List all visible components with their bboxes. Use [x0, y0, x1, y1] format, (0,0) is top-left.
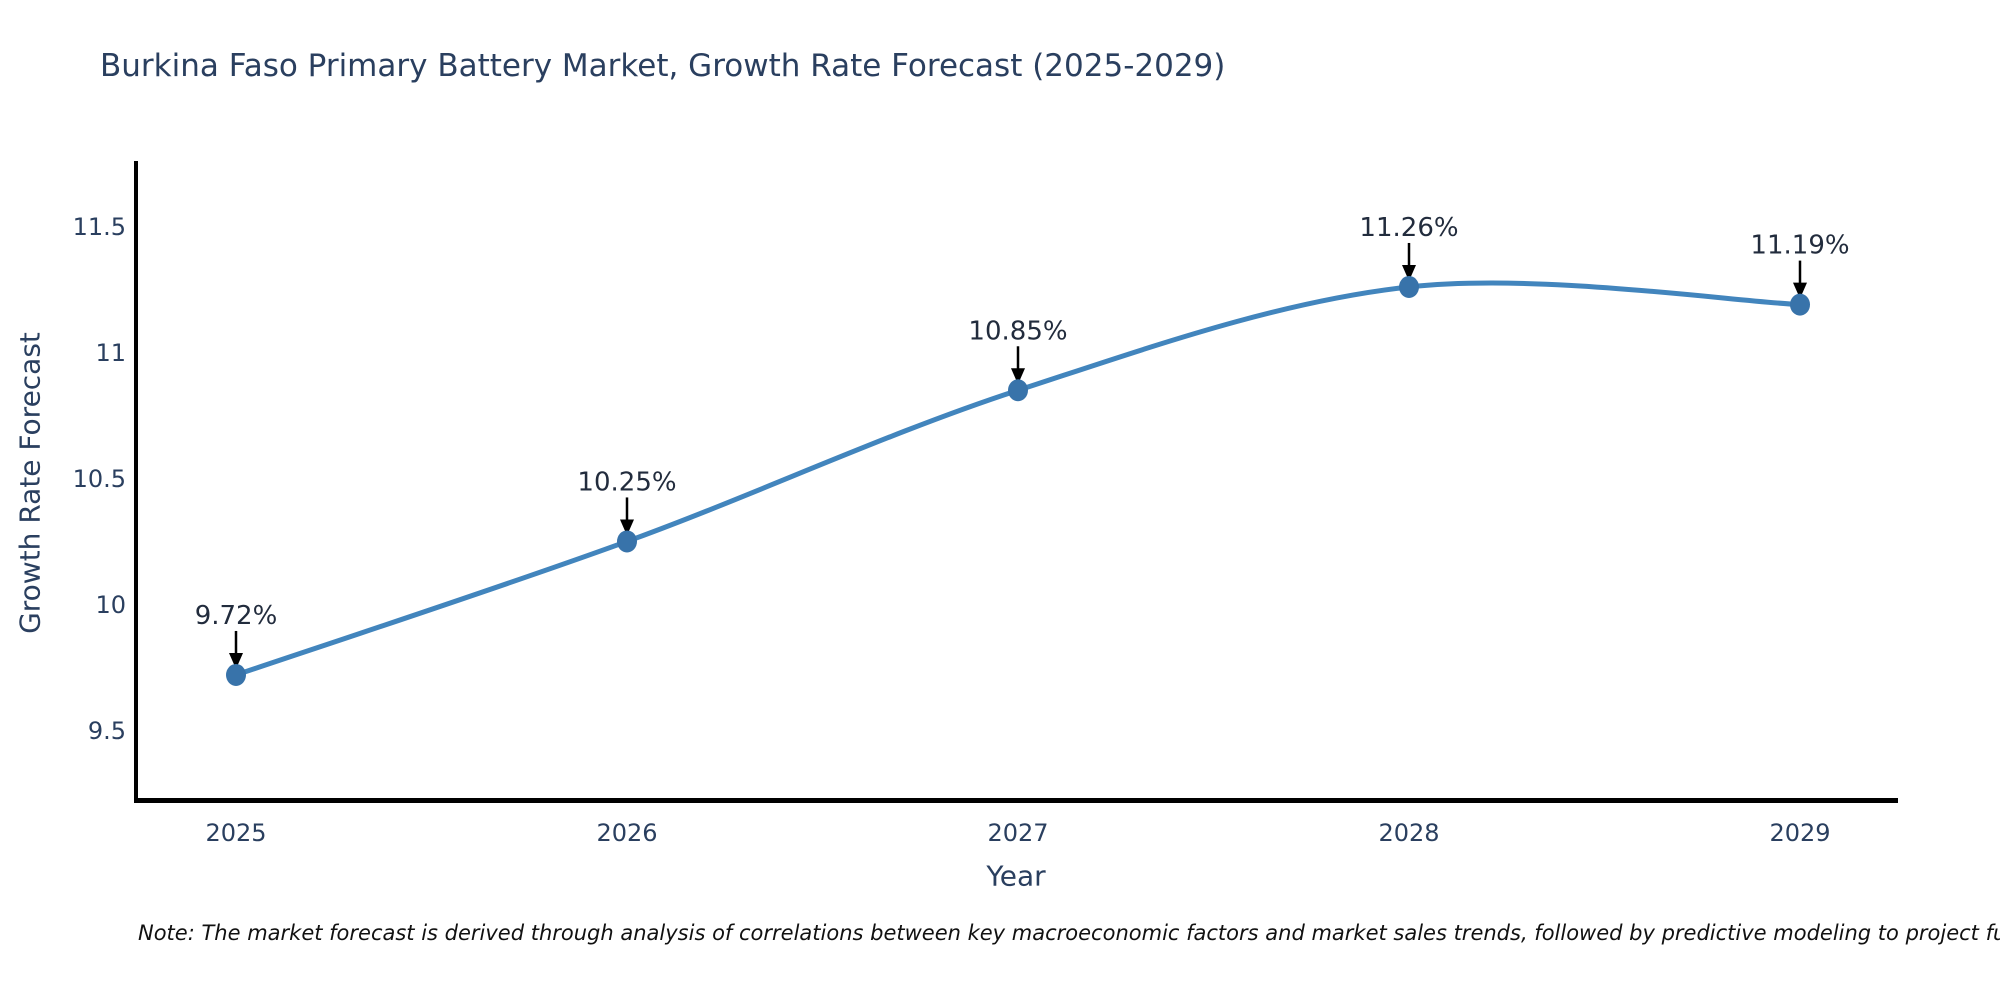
data-point-label-2028: 11.26% — [1359, 213, 1458, 243]
x-tick-label: 2027 — [987, 819, 1048, 847]
y-axis-title: Growth Rate Forecast — [13, 332, 47, 634]
y-tick-label: 11 — [95, 339, 126, 367]
annotation-arrowhead — [1793, 282, 1807, 299]
data-point-marker-2025 — [226, 663, 246, 686]
annotation-arrowhead — [620, 519, 634, 536]
x-tick-label: 2026 — [596, 819, 657, 847]
annotation-arrowhead — [1402, 264, 1416, 281]
data-point-label-2027: 10.85% — [968, 316, 1067, 346]
data-point-marker-2029 — [1790, 293, 1810, 316]
data-point-label-2025: 9.72% — [195, 601, 278, 631]
chart-title: Burkina Faso Primary Battery Market, Gro… — [100, 48, 1226, 84]
x-axis-title: Year — [986, 859, 1046, 893]
y-tick-label: 9.5 — [88, 717, 126, 745]
x-tick-label: 2028 — [1378, 819, 1439, 847]
x-tick-label: 2025 — [205, 819, 266, 847]
data-point-label-2029: 11.19% — [1750, 231, 1849, 261]
data-point-marker-2026 — [617, 530, 637, 553]
data-point-marker-2028 — [1399, 275, 1419, 298]
data-point-marker-2027 — [1008, 379, 1028, 402]
y-tick-label: 10.5 — [73, 465, 126, 493]
x-tick-label: 2029 — [1769, 819, 1830, 847]
y-tick-label: 10 — [95, 591, 126, 619]
chart-note: Note: The market forecast is derived thr… — [138, 921, 2000, 945]
annotation-arrowhead — [1011, 368, 1025, 385]
data-point-label-2026: 10.25% — [577, 467, 676, 497]
y-tick-label: 11.5 — [73, 213, 126, 241]
annotation-arrowhead — [229, 652, 243, 669]
